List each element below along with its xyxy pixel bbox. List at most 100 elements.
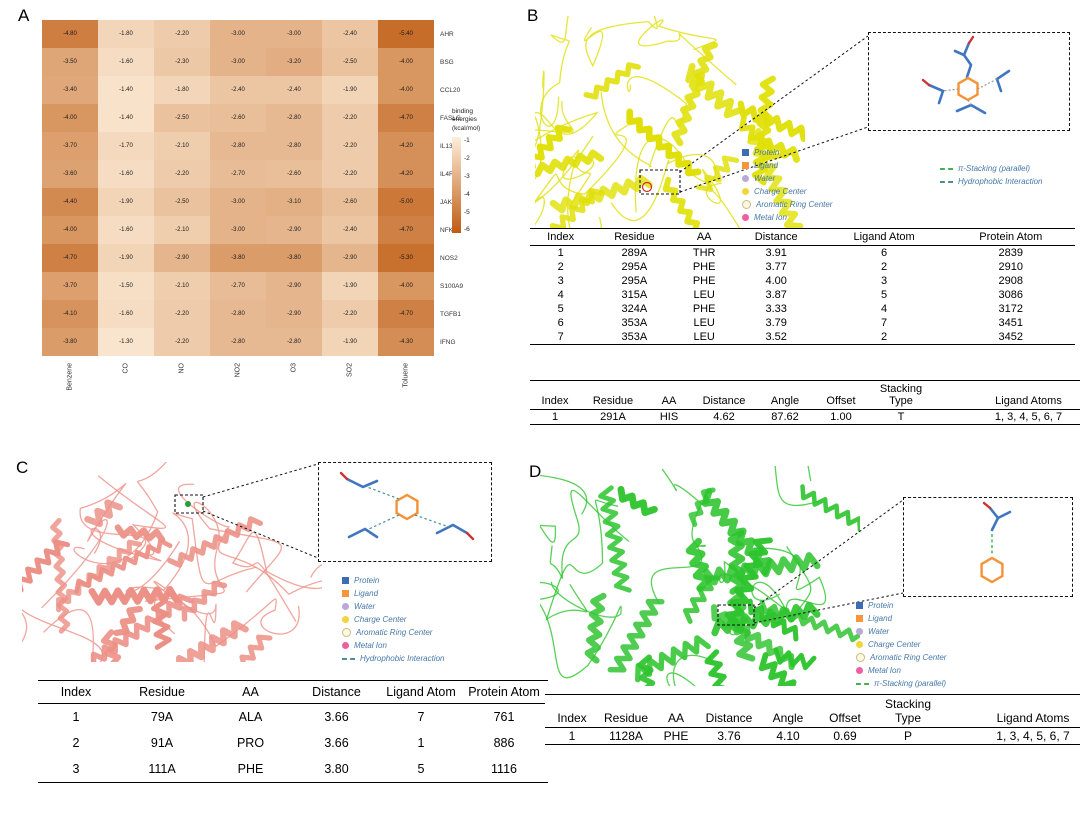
heatmap-cell: -3.60 (42, 160, 98, 188)
colorbar-tick-label: -2 (464, 155, 470, 163)
protein-helix (50, 518, 71, 634)
heatmap-cell: -4.40 (42, 188, 98, 216)
panel-d-label: D (529, 462, 542, 481)
charge-center-marker-icon (742, 188, 749, 195)
table-cell: 2 (821, 330, 947, 345)
table-cell: 6 (557, 317, 564, 329)
table-cell: 1116 (460, 756, 548, 783)
heatmap-cell: -1.60 (98, 48, 154, 76)
heatmap-cell: -4.30 (378, 328, 434, 356)
panel-c: C (0, 450, 548, 815)
ligand-zoom-inset-c (318, 462, 492, 562)
legend-label: Water (354, 602, 376, 611)
table-d-wrap: Index Residue AA Distance Angle Offset Stackin… (545, 694, 1080, 745)
table-cell: 295A (621, 275, 648, 287)
legend-label: Metal Ion (354, 641, 387, 650)
legend-item: Metal Ion (742, 211, 832, 224)
protein-helix (800, 484, 860, 533)
table-cell: LEU (693, 289, 715, 301)
table-cell: 87.62 (756, 409, 814, 425)
protein-helix (113, 606, 143, 636)
table-cell: 4.62 (692, 409, 756, 425)
panel-a-label: A (18, 6, 30, 25)
column-header: Index (530, 380, 580, 410)
legend-label: Charge Center (868, 640, 921, 649)
heatmap-cell: -1.90 (322, 328, 378, 356)
protein-marker-icon (856, 602, 863, 609)
heatmap-cell: -2.20 (322, 300, 378, 328)
table-cell: LEU (677, 330, 731, 345)
table-cell: PHE (692, 261, 716, 273)
heatmap-cell: -2.30 (154, 48, 210, 76)
heatmap-cell: -4.20 (378, 132, 434, 160)
table-cell: THR (692, 247, 716, 259)
table-cell: 4 (881, 303, 888, 315)
heatmap-cell: -2.70 (210, 160, 266, 188)
protein-loop (545, 499, 619, 621)
heatmap-cell: -2.80 (266, 104, 322, 132)
table-cell: 3451 (998, 317, 1024, 329)
metal-ion-marker-icon (856, 667, 863, 674)
table-row: 1 289A THR 3.91 6 2839 (530, 246, 1075, 261)
heatmap-column-label: NO (178, 363, 186, 374)
protein-loop (73, 462, 167, 565)
table-cell: 3.79 (765, 317, 787, 329)
table-cell: 761 (493, 710, 515, 724)
table-cell: 2908 (998, 275, 1024, 287)
table-cell: 5 (881, 289, 888, 301)
column-header: Ligand Atoms (943, 694, 1080, 728)
heatmap-colorbar-ticks: -1 -2 -3 -4 -5 -6 (464, 137, 470, 233)
table-cell: 7 (417, 710, 425, 724)
legend-item: π-Stacking (parallel) (940, 162, 1043, 175)
column-header: Stacking Type (868, 380, 934, 410)
protein-helix (56, 539, 142, 613)
heatmap-row-label: AHR (440, 30, 454, 38)
ligand-zoom-inset-b (868, 32, 1070, 131)
protein-helix (635, 635, 711, 683)
protein-helix (88, 585, 180, 606)
heatmap-cell: -2.90 (266, 272, 322, 300)
protein-loop (666, 654, 712, 686)
ligand-ring (957, 76, 979, 102)
metal-ion-marker-icon (742, 214, 749, 221)
legend-item: Aromatic Ring Center (742, 198, 832, 211)
column-header: Index (530, 228, 592, 246)
heatmap-cell: -4.70 (378, 104, 434, 132)
table-cell: 3.87 (765, 289, 787, 301)
table-cell: 1 (417, 736, 425, 750)
table-b-stacking-wrap: Index Residue AA Distance Angle Offset Stackin… (530, 380, 1080, 425)
protein-helix (607, 598, 665, 673)
aromatic-ring-center-marker-icon (856, 653, 865, 662)
protein-structure-d (540, 466, 860, 686)
protein-loop (540, 474, 588, 543)
panel-d: D Protein Ligand Water Charge Center Aromati… (520, 450, 1080, 815)
table-cell: 7 (530, 330, 592, 345)
heatmap-cell: -4.00 (42, 216, 98, 244)
legend-b-left: Protein Ligand Water Charge Center Aromatic … (742, 146, 832, 224)
table-cell: PRO (236, 736, 265, 750)
table-cell: 3 (881, 275, 888, 287)
heatmap-cell: -2.20 (154, 328, 210, 356)
table-cell: 315A (621, 289, 648, 301)
heatmap-cell: -3.80 (210, 244, 266, 272)
heatmap-cell: -2.20 (154, 300, 210, 328)
protein-loop (22, 608, 104, 662)
water-marker-icon (856, 628, 863, 635)
legend-label: Aromatic Ring Center (356, 628, 433, 637)
protein-loop (549, 489, 630, 579)
heatmap-cell: -4.70 (378, 216, 434, 244)
heatmap-cell: -3.00 (210, 20, 266, 48)
column-header: Distance (730, 228, 822, 246)
table-cell: 3.80 (291, 756, 382, 783)
heatmap-cell: -2.40 (266, 76, 322, 104)
heatmap-cell: -5.30 (378, 244, 434, 272)
heatmap-cell: -3.20 (266, 48, 322, 76)
column-header: AA (646, 380, 692, 410)
legend-item: Water (742, 172, 832, 185)
legend-label: Aromatic Ring Center (870, 653, 947, 662)
table-cell: 3.52 (730, 330, 822, 345)
legend-item: Aromatic Ring Center (856, 651, 946, 664)
table-cell: T (868, 409, 934, 425)
legend-label: Water (754, 174, 776, 183)
heatmap-cell: -2.60 (210, 104, 266, 132)
